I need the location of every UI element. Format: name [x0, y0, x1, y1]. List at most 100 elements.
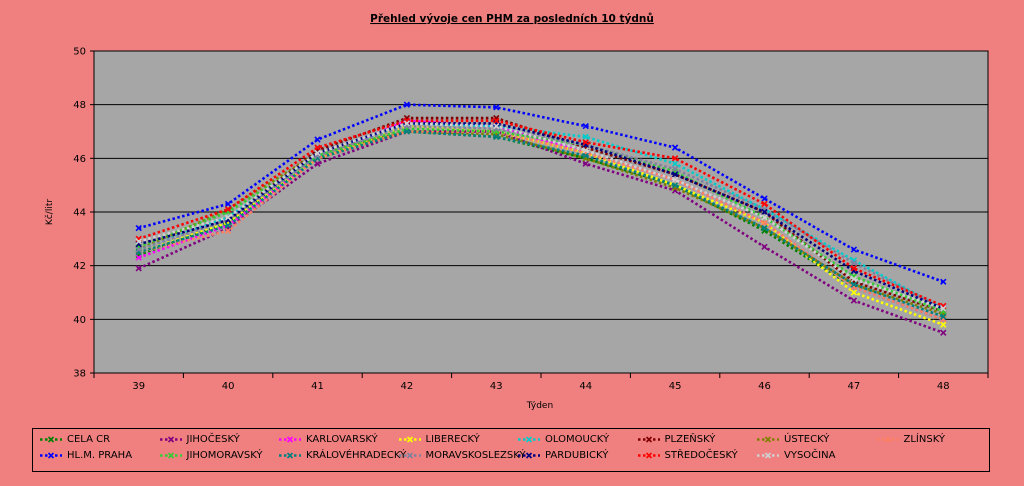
x-tick-label: 45 [669, 381, 682, 392]
y-tick-label: 44 [73, 208, 86, 219]
data-point [850, 297, 858, 304]
data-point [850, 289, 858, 296]
series-line [138, 124, 944, 310]
x-tick-label: 39 [132, 381, 145, 392]
y-tick-label: 42 [73, 261, 86, 272]
x-tick-label: 44 [579, 381, 592, 392]
series-line [138, 119, 944, 321]
data-point [224, 227, 232, 234]
data-point [850, 281, 858, 288]
data-point [582, 122, 589, 130]
y-tick-label: 46 [73, 154, 86, 165]
data-point [761, 219, 768, 226]
series-kr-lov-hradeck- [135, 128, 947, 320]
x-tick-label: 42 [401, 381, 414, 392]
data-point [582, 160, 589, 167]
x-axis-label: Týden [526, 401, 553, 411]
legend-swatch [398, 436, 421, 443]
data-point [135, 254, 142, 261]
x-tick-label: 43 [490, 381, 503, 392]
data-point [761, 208, 768, 216]
legend-label: CELA CR [67, 434, 111, 445]
legend-label: OLOMOUCKÝ [545, 434, 610, 445]
data-point [940, 321, 947, 328]
legend-label: KRÁLOVÉHRADECKÝ [306, 450, 407, 461]
legend-item: PLZEŇSKÝ [637, 434, 715, 445]
legend-label: PARDUBICKÝ [545, 450, 609, 461]
data-point [135, 224, 142, 232]
x-tick-label: 46 [758, 381, 771, 392]
legend-label: KARLOVARSKÝ [306, 434, 378, 445]
data-point [403, 101, 411, 108]
x-tick-label: 41 [311, 381, 324, 392]
legend-item: VYSOČINA [756, 450, 835, 461]
series-vyso-ina [135, 120, 947, 312]
legend-swatch [40, 452, 62, 459]
legend-label: JIHOČESKÝ [186, 434, 240, 445]
data-point [671, 160, 679, 167]
legend-swatch [518, 436, 540, 443]
legend-label: ZLÍNSKÝ [903, 434, 946, 445]
data-point [761, 195, 768, 202]
series-line [138, 103, 944, 283]
data-point [582, 139, 589, 146]
data-point [314, 144, 321, 151]
y-tick-label: 50 [73, 47, 86, 58]
legend-label: STŘEDOČESKÝ [664, 450, 738, 461]
chart-title: Přehled vývoje cen PHM za posledních 10 … [370, 12, 654, 25]
data-point [671, 165, 679, 173]
data-point [671, 182, 679, 189]
data-point [761, 214, 768, 221]
legend-label: LIBERECKÝ [425, 434, 480, 445]
data-point [761, 243, 768, 251]
data-point [940, 305, 947, 312]
data-point [671, 176, 679, 183]
data-point [940, 278, 947, 285]
data-point [761, 224, 768, 232]
data-point [671, 171, 679, 178]
y-axis-label: Kč/litr [44, 199, 55, 225]
legend-label: VYSOČINA [784, 450, 836, 461]
x-tick-label: 40 [222, 381, 235, 392]
data-point [224, 200, 232, 208]
data-point [224, 214, 232, 221]
legend-swatch [757, 436, 779, 443]
data-point [671, 144, 679, 151]
data-point [493, 104, 500, 111]
legend-item: PARDUBICKÝ [517, 450, 608, 461]
x-tick-label: 47 [848, 381, 861, 392]
legend-item: KRÁLOVÉHRADECKÝ [278, 450, 406, 461]
x-tick-label: 48 [937, 381, 950, 392]
legend-swatch [637, 436, 660, 443]
series-line [138, 130, 944, 318]
legend-swatch [876, 436, 899, 443]
data-point [135, 246, 142, 253]
legend-swatch [757, 452, 779, 459]
data-point [582, 152, 589, 159]
data-point [493, 133, 500, 141]
data-point [940, 313, 947, 320]
data-point [671, 155, 679, 162]
legend-swatch [398, 452, 421, 459]
data-point [761, 200, 768, 208]
data-point [314, 149, 321, 157]
legend-swatch [637, 452, 660, 459]
data-point [850, 259, 858, 267]
data-point [582, 133, 589, 141]
data-point [403, 128, 411, 135]
legend-swatch [40, 436, 62, 443]
legend-swatch [159, 436, 182, 443]
legend-item: CELA CR [39, 434, 110, 445]
data-point [403, 120, 411, 127]
data-point [135, 265, 142, 272]
chart-legend: CELA CR JIHOČESKÝ KARLOVARSKÝ LIBERECKÝ OLOM… [32, 428, 990, 472]
legend-item: ZLÍNSKÝ [876, 434, 946, 445]
legend-item: LIBERECKÝ [398, 434, 480, 445]
legend-label: MORAVSKOSLEZSKÝ [425, 450, 526, 461]
legend-item: STŘEDOČESKÝ [637, 450, 738, 461]
data-point [135, 238, 142, 245]
data-point [314, 136, 321, 143]
data-point [850, 265, 858, 272]
series-line [138, 130, 944, 321]
